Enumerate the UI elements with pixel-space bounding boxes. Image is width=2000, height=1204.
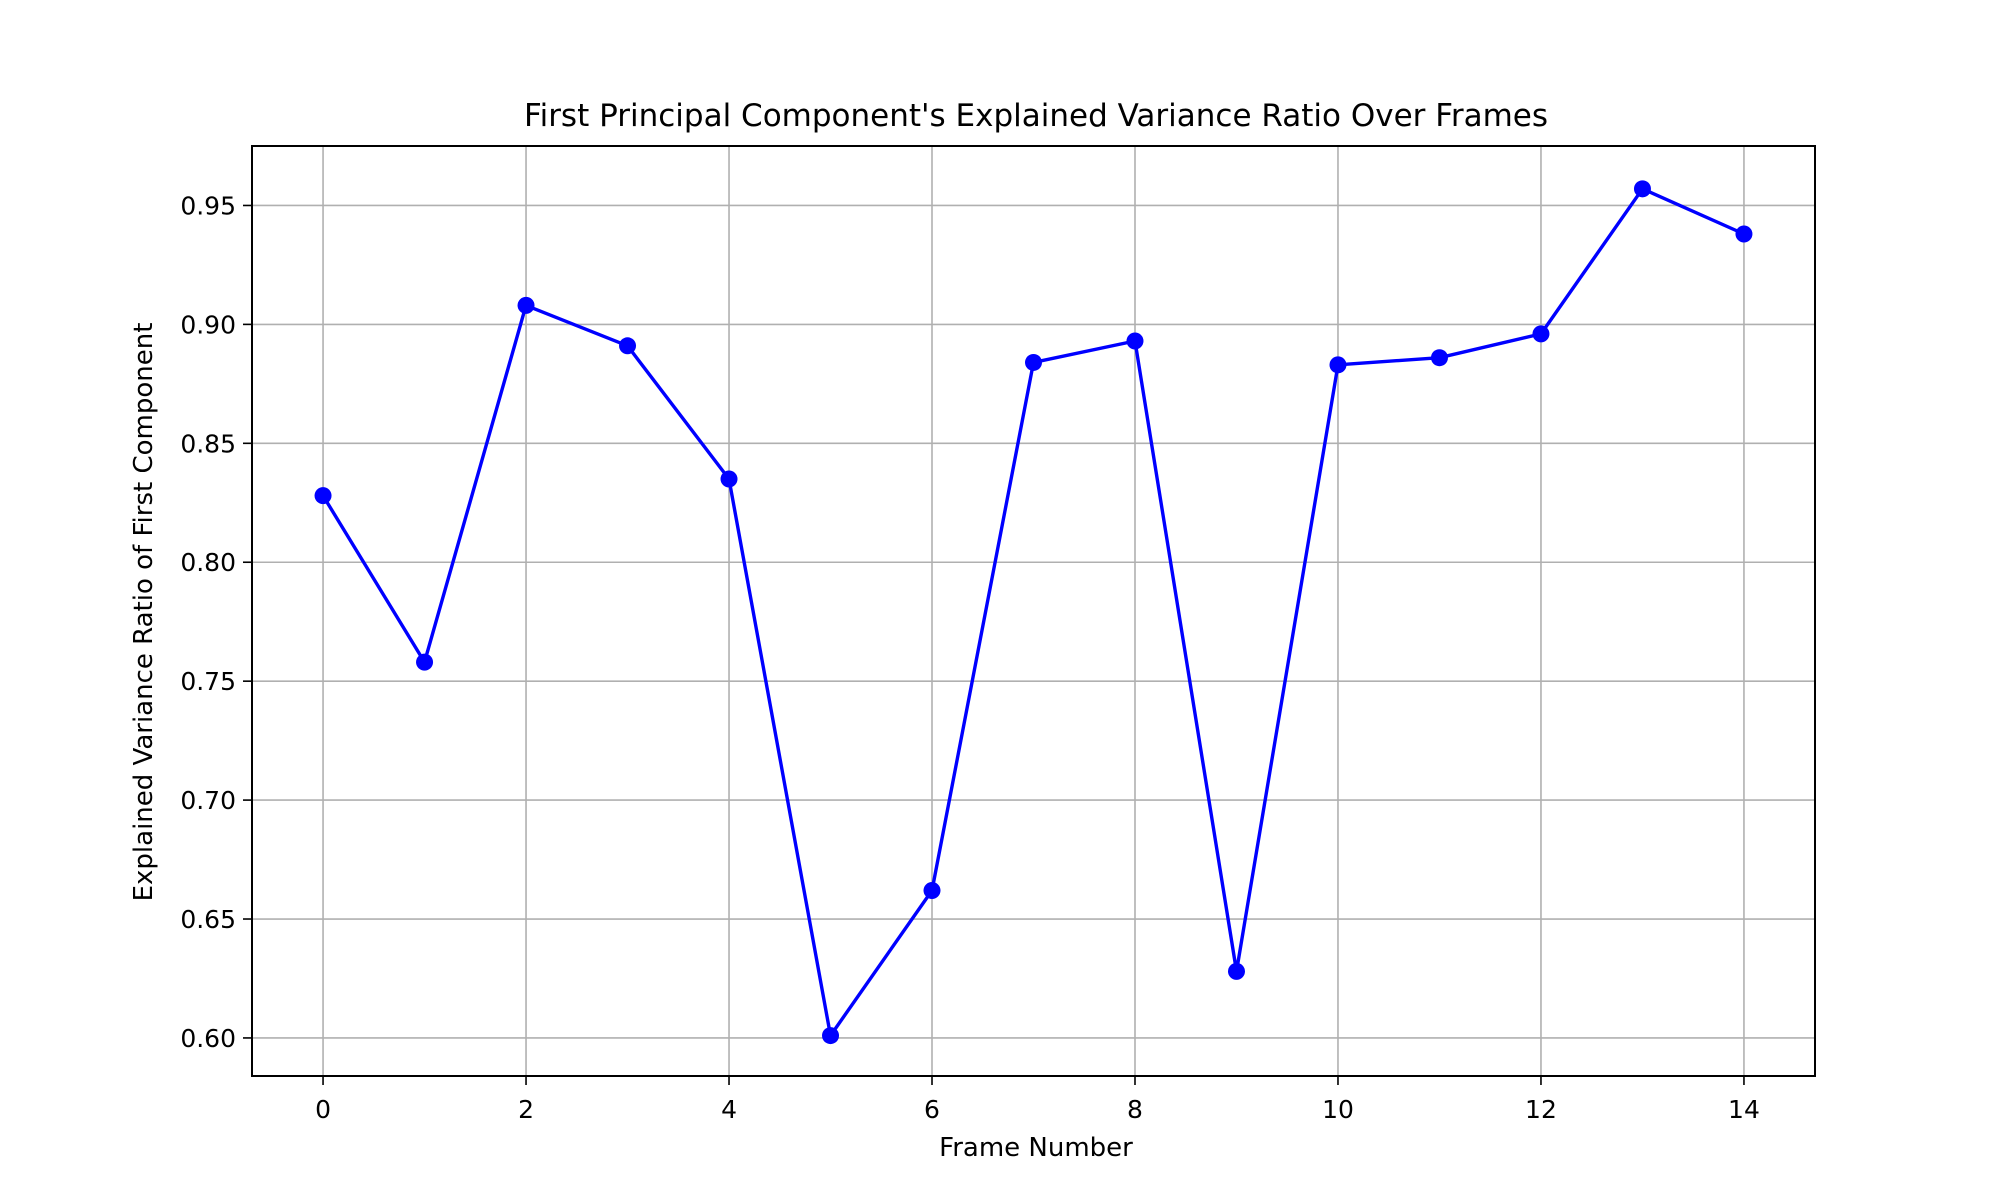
- y-tick-label: 0.85: [180, 429, 236, 458]
- x-axis-label: Frame Number: [939, 1133, 1133, 1163]
- data-point: [517, 296, 535, 314]
- x-tick-label: 10: [1322, 1095, 1354, 1124]
- y-tick-label: 0.75: [180, 667, 236, 696]
- data-point: [1329, 356, 1347, 374]
- data-point: [619, 337, 637, 355]
- y-tick-label: 0.65: [180, 905, 236, 934]
- y-tick-label: 0.95: [180, 191, 236, 220]
- grid-lines: [252, 146, 1815, 1076]
- y-tick-label: 0.90: [180, 310, 236, 339]
- y-tick-label: 0.60: [180, 1024, 236, 1053]
- y-tick-label: 0.80: [180, 548, 236, 577]
- data-point: [1126, 332, 1144, 350]
- data-point: [1532, 325, 1550, 343]
- axis-ticks: 0 2 4 6 8 10 12 14 0.60 0.65 0.70 0.75 0.80 0.85 0.90 0…: [180, 191, 1760, 1124]
- data-point: [1430, 349, 1448, 367]
- plot-area-frame: [251, 145, 1816, 1077]
- chart-title: First Principal Component's Explained Va…: [524, 98, 1548, 134]
- data-point: [1633, 180, 1651, 198]
- y-axis-label: Explained Variance Ratio of First Compon…: [129, 323, 159, 902]
- data-point: [923, 881, 941, 899]
- x-tick-label: 4: [721, 1095, 737, 1124]
- data-point: [314, 487, 332, 505]
- data-point: [416, 653, 434, 671]
- x-tick-label: 8: [1127, 1095, 1143, 1124]
- data-point: [720, 470, 738, 488]
- x-tick-label: 12: [1525, 1095, 1557, 1124]
- data-point: [1735, 225, 1753, 243]
- x-tick-label: 0: [315, 1095, 331, 1124]
- data-point: [1227, 962, 1245, 980]
- y-tick-label: 0.70: [180, 786, 236, 815]
- x-tick-label: 14: [1728, 1095, 1760, 1124]
- data-point: [1025, 353, 1042, 371]
- x-tick-label: 6: [924, 1095, 940, 1124]
- series-layer: [314, 180, 1753, 1045]
- data-point: [822, 1027, 840, 1045]
- x-tick-label: 2: [518, 1095, 534, 1124]
